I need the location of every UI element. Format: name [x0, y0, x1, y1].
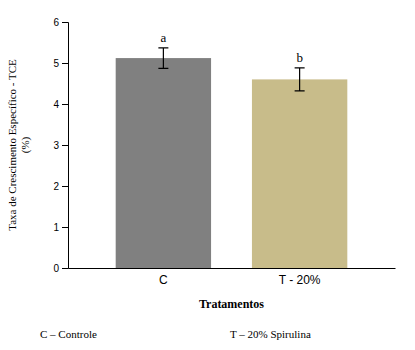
plot: 0123456CT - 20%ab: [53, 17, 395, 287]
chart: 0123456CT - 20%abTaxa de Crescimento Esp…: [0, 0, 415, 350]
y-axis-title-line: (%): [19, 136, 32, 153]
y-axis-title-line: Taxa de Crescimento Específico - TCE: [6, 59, 18, 231]
y-tick: 5: [53, 58, 68, 69]
y-axis: 0 1 2 3 4 5 6: [53, 17, 68, 274]
y-tick-label: 3: [53, 140, 59, 151]
y-axis-title: Taxa de Crescimento Específico - TCE(%): [6, 59, 32, 231]
y-axis-line: [62, 23, 69, 269]
y-tick: 0: [53, 263, 68, 274]
x-tick: C: [159, 268, 168, 287]
caption-note: T – 20% Spirulina: [230, 328, 311, 340]
x-tick: T - 20%: [279, 268, 321, 287]
significance-label: a: [160, 30, 166, 45]
y-tick-mark: [62, 63, 68, 64]
y-tick-label: 2: [53, 181, 59, 192]
x-axis-title: Tratamentos: [199, 297, 264, 311]
caption-note: C – Controle: [40, 328, 97, 340]
bar: [116, 58, 211, 268]
marks: [116, 48, 348, 268]
y-tick: 2: [53, 181, 68, 192]
y-tick-mark: [62, 268, 68, 269]
error-bar: [295, 68, 305, 91]
y-tick: 1: [53, 222, 68, 233]
error-bar: [158, 48, 168, 69]
y-tick-label: 6: [53, 17, 59, 28]
x-tick-label: T - 20%: [279, 273, 321, 287]
caption: C – Controle T – 20% Spirulina: [40, 328, 311, 340]
x-axis: C T - 20%: [69, 268, 396, 287]
y-tick-mark: [62, 186, 68, 187]
y-tick-mark: [62, 227, 68, 228]
y-tick: 3: [53, 140, 68, 151]
error-bar-line: [295, 68, 305, 91]
y-tick-label: 1: [53, 222, 59, 233]
significance-labels: ab: [160, 30, 302, 65]
error-bar-line: [158, 48, 168, 69]
y-tick-mark: [62, 22, 68, 23]
y-tick-mark: [62, 104, 68, 105]
y-tick: 4: [53, 99, 68, 110]
y-tick-label: 4: [53, 99, 59, 110]
y-tick-mark: [62, 145, 68, 146]
y-tick: 6: [53, 17, 68, 28]
bar: [252, 79, 347, 268]
x-axis-line: [69, 268, 396, 269]
y-tick-label: 0: [53, 263, 59, 274]
significance-label: b: [296, 50, 303, 65]
y-tick-label: 5: [53, 58, 59, 69]
x-tick-label: C: [159, 273, 168, 287]
